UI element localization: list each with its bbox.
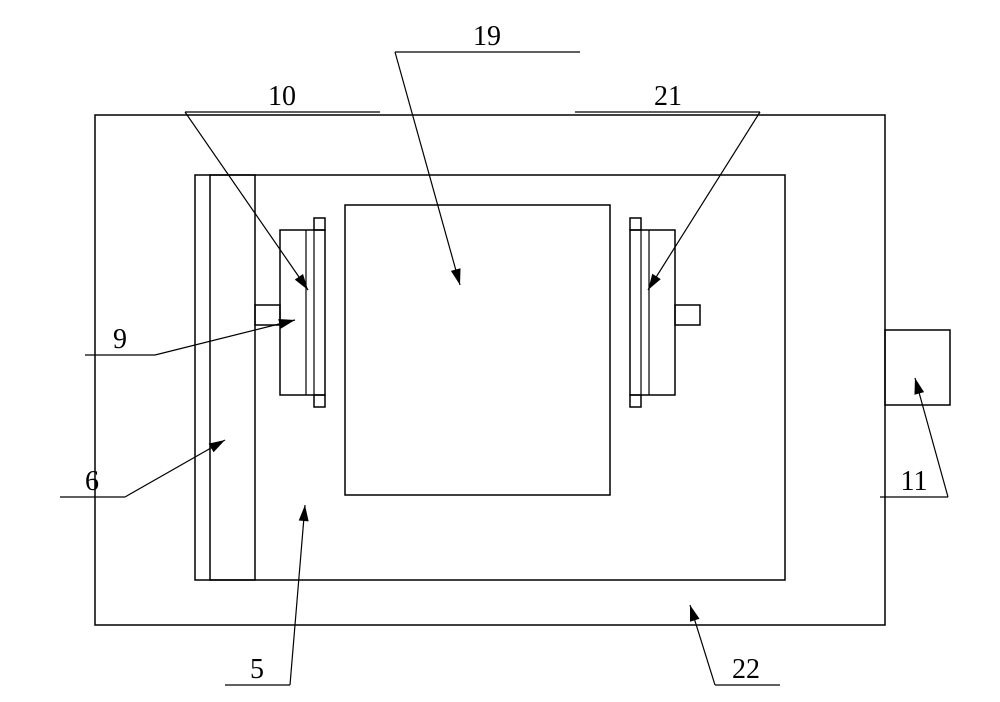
label-22: 22 [732, 654, 760, 685]
right-shaft [675, 305, 700, 325]
label-21: 21 [654, 81, 682, 112]
left-tall-block [210, 175, 255, 580]
label-19: 19 [473, 21, 501, 52]
left-plate-outer [280, 230, 325, 395]
label-9: 9 [113, 324, 127, 355]
diagram-canvas: 19 10 21 9 6 11 5 22 [0, 0, 1000, 702]
left-shaft [255, 305, 280, 325]
right-plate-outer [630, 230, 675, 395]
center-block [345, 205, 610, 495]
outer-frame [95, 115, 885, 625]
inner-frame [195, 175, 785, 580]
label-11: 11 [901, 466, 928, 497]
label-10: 10 [268, 81, 296, 112]
label-5: 5 [250, 654, 264, 685]
label-6: 6 [85, 466, 99, 497]
